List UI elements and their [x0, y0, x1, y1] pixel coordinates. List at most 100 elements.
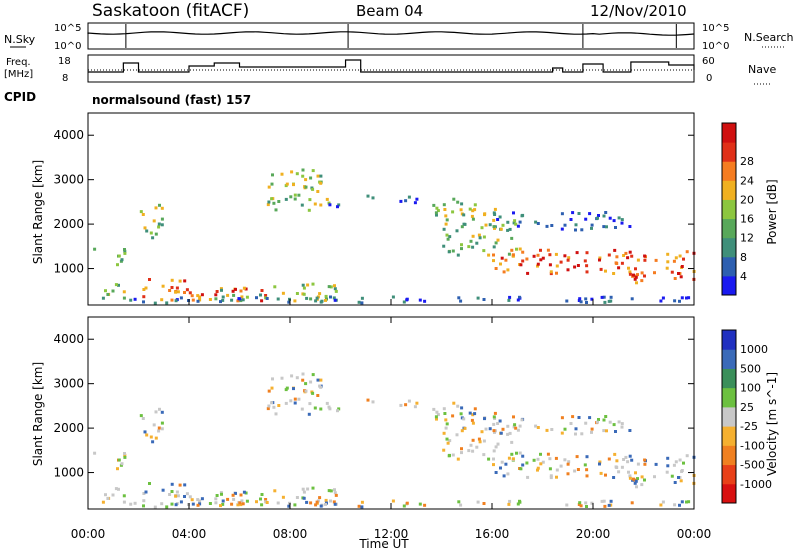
power-cell: [569, 218, 573, 221]
power-cell: [93, 247, 97, 251]
power-cell: [302, 286, 306, 290]
velocity-cell: [405, 501, 409, 505]
velocity-cell: [179, 500, 183, 504]
velocity-cell: [673, 503, 677, 507]
velocity-cell: [615, 459, 619, 463]
velocity-cell: [471, 438, 475, 442]
power-cell: [480, 226, 484, 230]
velocity-cell: [607, 503, 611, 507]
velocity-cell: [635, 485, 638, 489]
velocity-cell: [516, 428, 520, 432]
power-cell: [633, 277, 637, 281]
velocity-cell: [536, 426, 540, 429]
velocity-cell: [541, 460, 545, 464]
nave-right-bottom: 0: [706, 73, 712, 84]
power-cell: [238, 297, 242, 301]
date-title: 12/Nov/2010: [590, 2, 687, 20]
freq-series: [88, 59, 695, 73]
power-cell: [319, 174, 323, 178]
velocity-cell: [293, 401, 297, 405]
power-cell: [493, 213, 497, 216]
power-cell: [614, 226, 617, 229]
velocity-cell: [565, 503, 569, 507]
power-cell: [333, 284, 336, 288]
velocity-cell: [460, 406, 464, 410]
velocity-colorbar-swatch: [722, 426, 736, 446]
power-cell: [620, 218, 624, 222]
power-cell: [325, 197, 329, 201]
power-cell: [309, 297, 313, 301]
power-cell: [183, 291, 186, 294]
velocity-cell: [176, 494, 180, 498]
power-cell: [446, 237, 450, 241]
noise-series: [87, 24, 695, 48]
velocity-cell: [357, 504, 361, 508]
power-cell: [605, 225, 608, 229]
velocity-cell: [516, 502, 520, 506]
power-cell: [329, 285, 333, 289]
power-colorbar-swatch: [722, 161, 736, 181]
power-cell: [534, 220, 538, 224]
power-cell: [301, 168, 305, 172]
power-cell: [678, 254, 682, 258]
velocity-cell: [337, 407, 341, 411]
velocity-colorbar: -1000 -500 -100 -25 25 100 500 1000: [721, 329, 772, 504]
velocity-cell: [456, 404, 460, 408]
velocity-cell: [300, 407, 304, 411]
velocity-cell: [677, 476, 680, 479]
power-cell: [585, 251, 589, 255]
power-cell: [276, 297, 280, 301]
velocity-cell: [643, 462, 647, 466]
velocity-cell: [604, 415, 608, 418]
power-cell: [297, 193, 301, 197]
velocity-cell: [612, 423, 616, 427]
velocity-cell: [640, 475, 644, 479]
velocity-cell: [154, 436, 158, 440]
velocity-cell: [559, 464, 563, 468]
velocity-cell: [196, 503, 200, 507]
power-cell: [499, 262, 502, 266]
velocity-cell: [232, 497, 236, 501]
velocity-cell: [672, 463, 676, 467]
power-cell: [290, 170, 294, 174]
power-cell: [585, 270, 589, 274]
velocity-cell: [293, 503, 297, 507]
power-cell: [573, 265, 577, 269]
velocity-cell: [123, 452, 126, 455]
velocity-cell: [324, 502, 327, 506]
velocity-cell: [483, 417, 486, 421]
velocity-cell: [142, 504, 145, 508]
velocity-cell: [469, 443, 473, 447]
power-cell: [436, 209, 440, 213]
power-cell: [687, 296, 691, 300]
power-cell: [333, 287, 337, 291]
velocity-cell: [445, 437, 449, 441]
power-cell: [219, 300, 222, 304]
velocity-colorbar-tick-label: 100: [740, 382, 761, 395]
power-cell: [475, 241, 479, 245]
velocity-cell: [106, 497, 110, 500]
velocity-cell: [512, 415, 515, 419]
power-cell: [188, 291, 192, 295]
velocity-cell: [583, 463, 587, 467]
velocity-cell: [539, 452, 542, 456]
power-cell: [536, 222, 540, 225]
velocity-cell: [598, 462, 601, 466]
power-cell: [588, 212, 592, 216]
velocity-cell: [309, 380, 313, 384]
power-cell: [153, 301, 157, 305]
power-colorbar-swatch: [722, 237, 736, 258]
velocity-cell: [451, 414, 455, 418]
velocity-cell: [219, 491, 223, 495]
velocity-colorbar-label: Velocity [m s^-1]: [765, 372, 779, 476]
power-cell: [324, 294, 328, 298]
velocity-cell: [534, 424, 538, 428]
power-y-tick-label: 2000: [53, 217, 84, 231]
velocity-cell: [160, 502, 164, 506]
power-cell: [221, 295, 225, 299]
power-cell: [507, 298, 511, 302]
power-cell: [628, 272, 632, 276]
power-cell: [198, 298, 202, 302]
power-cell: [444, 214, 448, 218]
velocity-cell: [507, 456, 511, 460]
